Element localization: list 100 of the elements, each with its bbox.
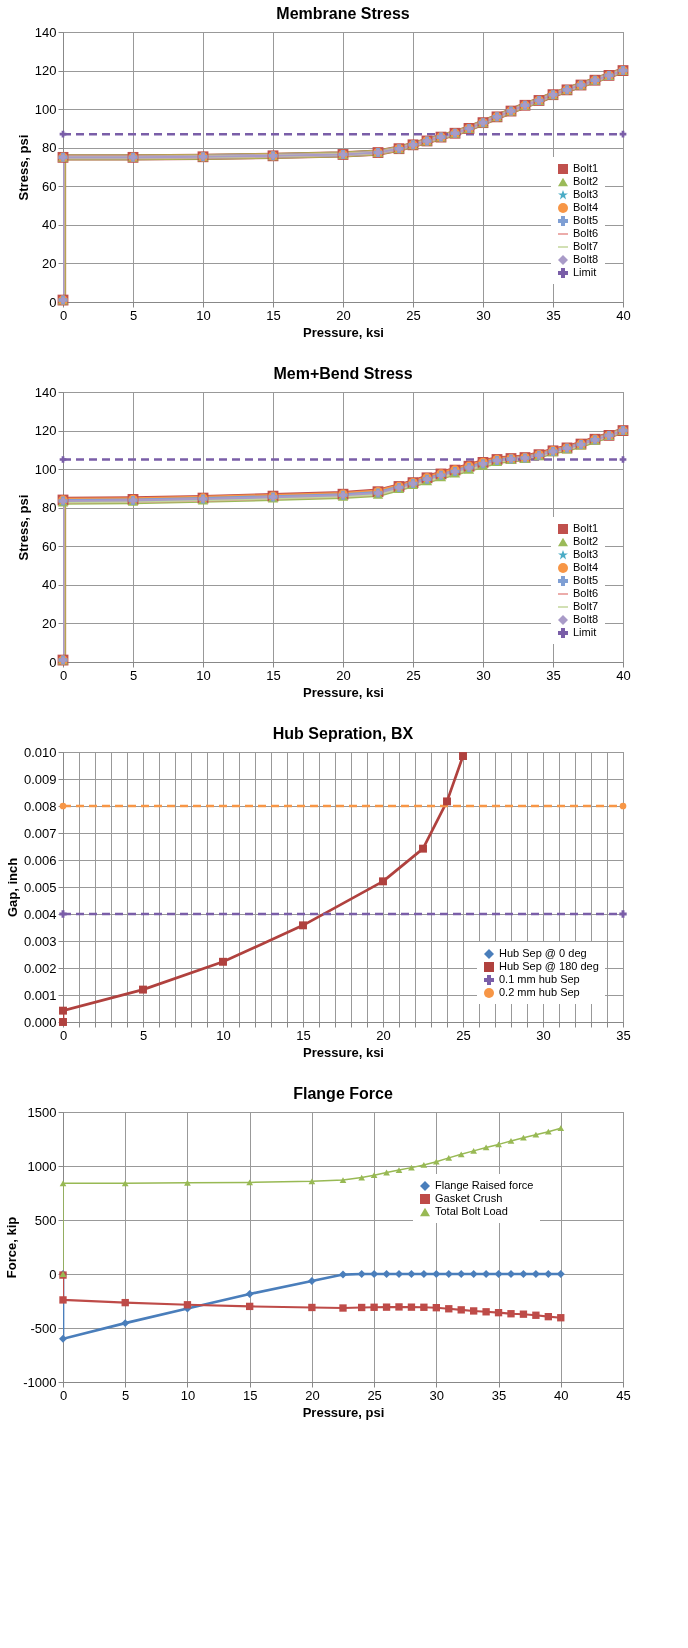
y-tick-label: 1500 (27, 1104, 57, 1120)
y-tick-label: 40 (42, 577, 57, 593)
y-tick-label: 1000 (27, 1158, 57, 1174)
x-tick-label: 20 (336, 667, 351, 683)
legend-label: Flange Raised force (435, 1179, 534, 1191)
y-tick-label: 20 (42, 615, 57, 631)
y-tick-label: 60 (42, 178, 57, 194)
legend-label: Bolt2 (573, 175, 599, 187)
y-tick-label: 0.009 (23, 771, 57, 787)
legend-label: Bolt1 (573, 522, 599, 534)
y-axis-title: Gap, inch (4, 857, 20, 918)
y-tick-label: -500 (30, 1320, 57, 1336)
y-tick-label: 100 (34, 461, 57, 477)
x-tick-label: 20 (376, 1027, 391, 1043)
y-tick-label: -1000 (23, 1374, 57, 1390)
y-axis-title: Stress, psi (15, 494, 31, 561)
legend-label: Bolt4 (573, 561, 599, 573)
y-tick-label: 120 (34, 423, 57, 439)
x-axis-title: Pressure, ksi (303, 684, 384, 700)
x-tick-label: 40 (616, 307, 631, 323)
legend-label: Bolt8 (573, 613, 599, 625)
legend-label: Bolt7 (573, 240, 599, 252)
legend-label: Bolt8 (573, 253, 599, 265)
x-tick-label: 25 (406, 307, 421, 323)
y-tick-label: 0.006 (23, 852, 57, 868)
x-tick-label: 10 (196, 667, 211, 683)
y-tick-label: 500 (34, 1212, 57, 1228)
legend-label: Hub Sep @ 0 deg (499, 947, 587, 959)
y-tick-label: 80 (42, 500, 57, 516)
x-tick-label: 45 (616, 1387, 631, 1403)
x-tick-label: 30 (429, 1387, 445, 1403)
x-tick-label: 0 (59, 1027, 68, 1043)
legend-label: Hub Sep @ 180 deg (499, 960, 599, 972)
x-tick-label: 25 (456, 1027, 471, 1043)
x-tick-label: 40 (554, 1387, 569, 1403)
x-tick-label: 10 (180, 1387, 196, 1403)
y-tick-label: 0.008 (23, 798, 57, 814)
x-tick-label: 35 (546, 667, 561, 683)
chart-title: Mem+Bend Stress (273, 365, 413, 382)
y-tick-label: 0.004 (23, 906, 57, 922)
chart-title: Membrane Stress (276, 5, 410, 22)
legend-label: 0.1 mm hub Sep (499, 973, 580, 985)
y-tick-label: 0.007 (23, 825, 57, 841)
y-tick-label: 100 (34, 101, 57, 117)
x-tick-label: 25 (367, 1387, 382, 1403)
x-tick-label: 25 (406, 667, 421, 683)
y-tick-label: 140 (34, 384, 57, 400)
y-tick-label: 0 (49, 294, 57, 310)
legend-label: Limit (573, 266, 597, 278)
y-axis-title: Force, kip (4, 1216, 20, 1279)
y-tick-label: 0.002 (23, 960, 57, 976)
legend-label: Bolt5 (573, 214, 599, 226)
x-tick-label: 10 (216, 1027, 231, 1043)
x-tick-label: 30 (536, 1027, 551, 1043)
x-tick-label: 35 (491, 1387, 507, 1403)
x-tick-label: 35 (546, 307, 561, 323)
x-tick-label: 35 (616, 1027, 631, 1043)
x-tick-label: 5 (122, 1387, 130, 1403)
y-tick-label: 0 (49, 654, 57, 670)
chart-title: Hub Sepration, BX (272, 725, 414, 742)
x-tick-label: 5 (129, 667, 138, 683)
x-tick-label: 30 (476, 667, 491, 683)
legend-label: Bolt4 (573, 201, 599, 213)
legend-label: 0.2 mm hub Sep (499, 986, 580, 998)
x-tick-label: 0 (59, 307, 68, 323)
x-axis-title: Pressure, ksi (303, 324, 384, 340)
x-tick-label: 5 (139, 1027, 148, 1043)
x-axis-title: Pressure, ksi (303, 1044, 384, 1060)
y-tick-label: 140 (34, 24, 57, 40)
x-tick-label: 40 (616, 667, 631, 683)
x-tick-label: 15 (266, 307, 281, 323)
x-tick-label: 20 (305, 1387, 320, 1403)
x-tick-label: 10 (196, 307, 211, 323)
legend-label: Bolt3 (573, 188, 599, 200)
legend-label: Bolt5 (573, 574, 599, 586)
x-tick-label: 0 (59, 1387, 68, 1403)
x-tick-label: 20 (336, 307, 351, 323)
legend-label: Limit (573, 626, 597, 638)
x-axis-title: Pressure, psi (302, 1404, 385, 1420)
y-tick-label: 120 (34, 63, 57, 79)
legend-label: Total Bolt Load (435, 1205, 508, 1217)
y-tick-label: 40 (42, 217, 57, 233)
y-tick-label: 20 (42, 255, 57, 271)
legend-label: Bolt6 (573, 227, 599, 239)
x-tick-label: 15 (242, 1387, 258, 1403)
y-tick-label: 0.003 (23, 933, 57, 949)
legend-label: Bolt6 (573, 587, 599, 599)
legend-label: Bolt7 (573, 600, 599, 612)
y-tick-label: 0.005 (23, 879, 57, 895)
legend-label: Bolt3 (573, 548, 599, 560)
x-tick-label: 15 (296, 1027, 311, 1043)
y-tick-label: 0.001 (23, 987, 57, 1003)
y-tick-label: 0 (49, 1266, 57, 1282)
y-tick-label: 0.000 (23, 1014, 57, 1030)
y-tick-label: 80 (42, 140, 57, 156)
legend-label: Gasket Crush (435, 1192, 503, 1204)
legend-label: Bolt2 (573, 535, 599, 547)
y-tick-label: 0.010 (23, 744, 57, 760)
x-tick-label: 5 (129, 307, 138, 323)
y-axis-title: Stress, psi (15, 134, 31, 201)
